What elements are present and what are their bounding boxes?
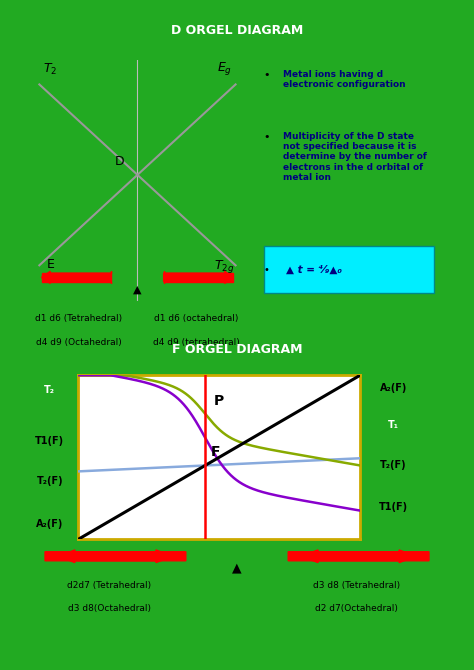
Text: P: P — [214, 394, 224, 408]
Text: T1(F): T1(F) — [379, 502, 408, 512]
Text: T₂(F): T₂(F) — [36, 476, 63, 486]
Text: T₂(F): T₂(F) — [380, 460, 407, 470]
Text: Metal ions having d
electronic configuration: Metal ions having d electronic configura… — [283, 70, 405, 89]
Text: $T_2$: $T_2$ — [43, 62, 57, 77]
Text: d2 d7(Octahedral): d2 d7(Octahedral) — [315, 604, 398, 612]
Text: •: • — [264, 131, 270, 141]
Text: d3 d8(Octahedral): d3 d8(Octahedral) — [67, 604, 151, 612]
FancyArrow shape — [164, 271, 233, 283]
Text: d2d7 (Tetrahedral): d2d7 (Tetrahedral) — [67, 581, 151, 590]
Text: A₂(F): A₂(F) — [36, 519, 64, 529]
Text: d4 d9 (Octahedral): d4 d9 (Octahedral) — [36, 338, 121, 347]
Text: D ORGEL DIAGRAM: D ORGEL DIAGRAM — [171, 24, 303, 38]
FancyArrow shape — [45, 550, 173, 563]
Text: A₂(F): A₂(F) — [380, 383, 407, 393]
FancyArrow shape — [42, 271, 111, 283]
Text: F: F — [211, 445, 220, 459]
Text: D: D — [115, 155, 125, 168]
Text: $E_g$: $E_g$ — [217, 60, 232, 77]
Text: •: • — [264, 265, 269, 275]
Text: $T_{2g}$: $T_{2g}$ — [214, 258, 235, 275]
FancyArrow shape — [301, 550, 429, 563]
Text: F ORGEL DIAGRAM: F ORGEL DIAGRAM — [172, 342, 302, 356]
FancyArrow shape — [42, 271, 111, 283]
Text: •: • — [264, 70, 270, 80]
Text: d4 d9 (tetrahedral): d4 d9 (tetrahedral) — [153, 338, 240, 347]
FancyArrow shape — [288, 550, 416, 563]
Text: d1 d6 (Tetrahedral): d1 d6 (Tetrahedral) — [35, 314, 122, 323]
Text: T1(F): T1(F) — [35, 436, 64, 446]
Text: T₂: T₂ — [44, 385, 55, 395]
FancyArrow shape — [164, 271, 233, 283]
Text: ▲: ▲ — [133, 284, 142, 294]
Text: ▲: ▲ — [232, 561, 242, 575]
Text: T₁: T₁ — [388, 420, 399, 429]
FancyArrow shape — [58, 550, 186, 563]
Text: d3 d8 (Tetrahedral): d3 d8 (Tetrahedral) — [313, 581, 400, 590]
FancyBboxPatch shape — [264, 246, 434, 293]
Text: d1 d6 (octahedral): d1 d6 (octahedral) — [154, 314, 238, 323]
Text: Multiplicity of the D state
not specified because it is
determine by the number : Multiplicity of the D state not specifie… — [283, 131, 427, 182]
Text: E: E — [46, 258, 54, 271]
Text: ▲ t = ⁴⁄₉▲₀: ▲ t = ⁴⁄₉▲₀ — [286, 265, 342, 275]
